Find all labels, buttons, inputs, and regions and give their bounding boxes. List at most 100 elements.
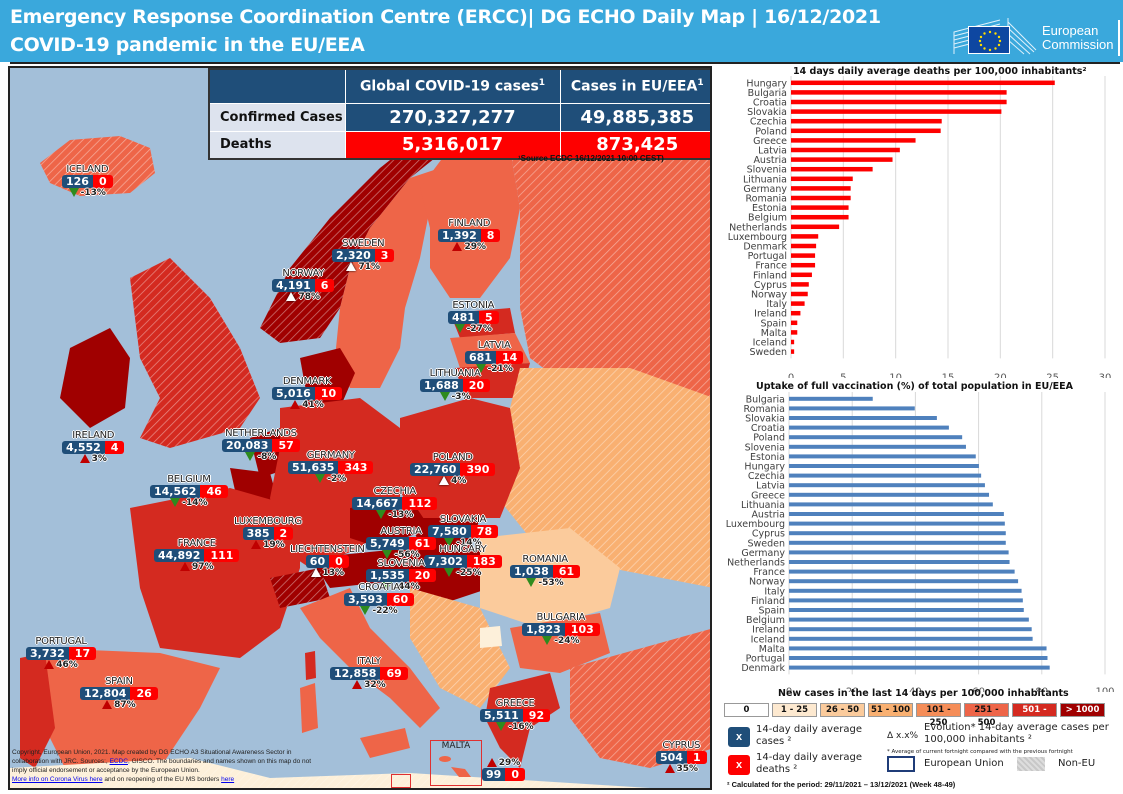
bar-romania [789, 406, 915, 411]
deaths-legend-label: 14-day daily average deaths ² [756, 752, 862, 775]
bar-netherlands [791, 224, 840, 230]
evolution-value: -24% [522, 636, 600, 646]
borders-here-link[interactable]: here [221, 776, 235, 783]
category-label: Slovenia [747, 165, 787, 176]
country-name: BELGIUM [167, 474, 211, 485]
trend-down-icon [315, 474, 326, 483]
trend-up-icon [290, 400, 301, 409]
deaths-value: 69 [380, 667, 408, 680]
bar-france [791, 262, 816, 268]
category-label: Lithuania [743, 174, 787, 185]
country-stats: 44,892 111 [154, 549, 240, 562]
bar-romania [791, 195, 851, 201]
ecdc-link[interactable]: ECDC [109, 758, 128, 765]
country-label-greece: GREECE 5,511 92 -16% [480, 698, 551, 732]
country-name: PORTUGAL [35, 636, 87, 647]
category-label: Germany [741, 548, 785, 559]
bar-cyprus [789, 531, 1006, 536]
bar-norway [791, 291, 808, 297]
deaths-chart-title: 14 days daily average deaths per 100,000… [793, 66, 1087, 77]
category-label: Portugal [746, 654, 785, 665]
deaths-legend-swatch: x [728, 755, 750, 775]
deaths-value: 5 [478, 311, 499, 324]
table-row-confirmed: Confirmed Cases 270,327,277 49,885,385 [208, 102, 710, 132]
deaths-value: 2 [273, 527, 294, 540]
country-label-slovenia: SLOVENIA 1,535 20 -44% [366, 558, 437, 592]
bar-germany [791, 186, 851, 191]
deaths-value: 103 [564, 623, 600, 636]
cases-value: 4,552 [62, 441, 105, 454]
trend-up-icon [179, 562, 190, 571]
trend-down-icon [382, 582, 393, 591]
category-label: Spain [758, 606, 785, 617]
trend-down-icon [382, 550, 393, 559]
bar-greece [789, 492, 990, 497]
bar-croatia [791, 99, 1007, 105]
evolution-value: -8% [222, 452, 300, 462]
evolution-value: -16% [480, 722, 550, 732]
bar-czechia [791, 118, 942, 124]
country-name: CZECHIA [373, 486, 417, 497]
evolution-value: -13% [352, 510, 437, 520]
cases-value: 126 [62, 175, 93, 188]
col-header-global: Global COVID-19 cases1 [344, 68, 561, 104]
country-name: LIECHTENSTEIN [290, 544, 365, 555]
evolution-value: 35% [656, 764, 707, 774]
country-label-ireland: IRELAND 4,552 4 3% [62, 430, 125, 464]
scale-cell: 0 [724, 703, 769, 717]
table-row-deaths: Deaths 5,316,017 873,425 [208, 130, 710, 160]
deaths-value: 0 [92, 175, 113, 188]
cases-value: 1,823 [522, 623, 565, 636]
bar-bulgaria [789, 396, 873, 401]
bar-france [789, 569, 1015, 574]
category-label: Ireland [754, 309, 787, 320]
trend-up-icon [664, 764, 675, 773]
country-name: SWEDEN [342, 238, 385, 249]
trend-down-icon [444, 538, 455, 547]
country-name: SPAIN [105, 676, 133, 687]
country-stats: 5,749 61 [366, 537, 437, 550]
country-label-latvia: LATVIA 681 14 -21% [465, 340, 524, 374]
country-label-croatia: CROATIA 3,593 60 -22% [344, 582, 415, 616]
evolution-value: -56% [366, 550, 436, 560]
bar-luxembourg [789, 521, 1005, 526]
country-label-luxembourg: LUXEMBOURG 385 2 19% [234, 516, 302, 550]
country-name: ESTONIA [452, 300, 495, 311]
scale-cell: 1 - 25 [772, 703, 817, 717]
sardinia-shape [300, 683, 318, 733]
evolution-value: 97% [154, 562, 239, 572]
evolution-value: 71% [332, 262, 394, 272]
more-info-link[interactable]: More info on Corona Virus here [12, 776, 103, 783]
evolution-value: 29% [482, 758, 525, 768]
trend-down-icon [526, 578, 537, 587]
category-label: Estonia [750, 452, 785, 463]
cases-value: 681 [465, 351, 496, 364]
cases-value: 4,191 [272, 279, 315, 292]
spain-shape [40, 648, 220, 778]
country-stats: 481 5 [448, 311, 499, 324]
bar-italy [789, 588, 1022, 593]
bar-norway [789, 579, 1019, 584]
country-stats: 3,593 60 [344, 593, 415, 606]
evolution-value: -14% [150, 498, 228, 508]
country-name: ICELAND [66, 164, 109, 175]
deaths-value: 390 [460, 463, 496, 476]
category-label: Norway [751, 290, 787, 301]
bar-slovakia [791, 109, 1002, 114]
evolution-value: 19% [234, 540, 302, 550]
deaths-value: 0 [329, 555, 349, 568]
eu-confirmed-value: 49,885,385 [559, 102, 710, 132]
eu-border-swatch [887, 756, 915, 772]
category-label: Poland [755, 126, 787, 137]
country-label-netherlands: NETHERLANDS 20,083 57 -8% [222, 428, 300, 462]
bar-iceland [789, 636, 1033, 641]
trend-up-icon [439, 476, 450, 485]
trend-up-icon [346, 262, 357, 271]
bar-belgium [789, 617, 1029, 622]
category-label: Netherlands [729, 222, 787, 233]
cases-value: 504 [656, 751, 687, 764]
bar-greece [791, 138, 916, 143]
category-label: Hungary [746, 78, 787, 89]
category-label: Iceland [751, 634, 785, 645]
